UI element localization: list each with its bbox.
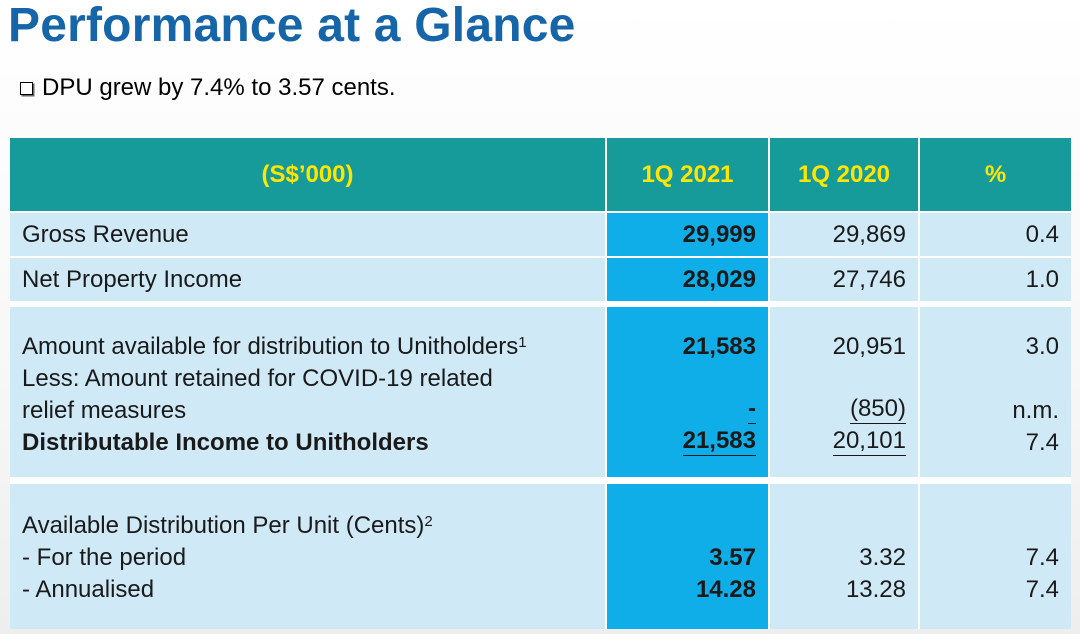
table-row-gross-revenue: Gross Revenue 29,999 29,869 0.4 [10, 213, 1071, 256]
dpu-annualised-label: - Annualised [22, 576, 155, 603]
dpu-period-1q2020: 3.32 [859, 544, 906, 571]
covid-retained-1q2020: (850) [849, 395, 906, 424]
table-header-row: (S$’000) 1Q 2021 1Q 2020 % [10, 138, 1071, 211]
dpu-period-label: - For the period [22, 544, 187, 571]
footnote-1: 1 [518, 334, 527, 351]
dpu-annualised-pct: 7.4 [1025, 576, 1059, 603]
header-units: (S$’000) [10, 138, 607, 211]
table-row-npi: Net Property Income 28,029 27,746 1.0 [10, 258, 1071, 301]
square-bullet-icon [20, 81, 33, 95]
dpu-period-pct: 7.4 [1025, 544, 1059, 571]
distribution-available-1q2020: 20,951 [832, 333, 906, 360]
gross-revenue-label: Gross Revenue [22, 221, 189, 248]
distribution-available-pct: 3.0 [1025, 333, 1059, 360]
npi-label: Net Property Income [22, 266, 243, 293]
distributable-income-1q2020: 20,101 [832, 427, 906, 456]
bullet-text: DPU grew by 7.4% to 3.57 cents. [42, 74, 396, 101]
distributable-income-label: Distributable Income to Unitholders [22, 429, 429, 456]
npi-1q2020: 27,746 [832, 266, 906, 293]
covid-retained-label: Less: Amount retained for COVID-19 relat… [22, 365, 493, 392]
bullet-point: DPU grew by 7.4% to 3.57 cents. [20, 74, 396, 102]
slide-title: Performance at a Glance [8, 0, 576, 52]
dpu-annualised-1q2021: 14.28 [695, 576, 756, 603]
table-row-dpu: Available Distribution Per Unit (Cents)2… [10, 484, 1071, 629]
distributable-income-pct: 7.4 [1025, 429, 1059, 456]
dpu-label: Available Distribution Per Unit (Cents)2 [22, 512, 433, 539]
covid-retained-pct: n.m. [1012, 397, 1059, 424]
distribution-available-1q2021: 21,583 [682, 333, 756, 360]
distribution-available-label: Amount available for distribution to Uni… [22, 333, 527, 360]
npi-pct: 1.0 [1025, 266, 1059, 293]
distributable-income-1q2021: 21,583 [682, 427, 756, 456]
performance-table: (S$’000) 1Q 2021 1Q 2020 % Gross Revenue… [10, 138, 1071, 629]
covid-retained-1q2021: - [748, 395, 756, 424]
gross-revenue-1q2020: 29,869 [832, 221, 906, 248]
table-row-distribution: Amount available for distribution to Uni… [10, 307, 1071, 477]
footnote-2: 2 [424, 513, 433, 530]
gross-revenue-pct: 0.4 [1025, 221, 1059, 248]
header-1q-2020: 1Q 2020 [770, 138, 920, 211]
relief-measures-label: relief measures [22, 397, 187, 424]
header-percent: % [920, 138, 1071, 211]
npi-1q2021: 28,029 [682, 266, 756, 293]
dpu-period-1q2021: 3.57 [709, 544, 756, 571]
dpu-annualised-1q2020: 13.28 [845, 576, 906, 603]
header-1q-2021: 1Q 2021 [607, 138, 770, 211]
gross-revenue-1q2021: 29,999 [682, 221, 756, 248]
